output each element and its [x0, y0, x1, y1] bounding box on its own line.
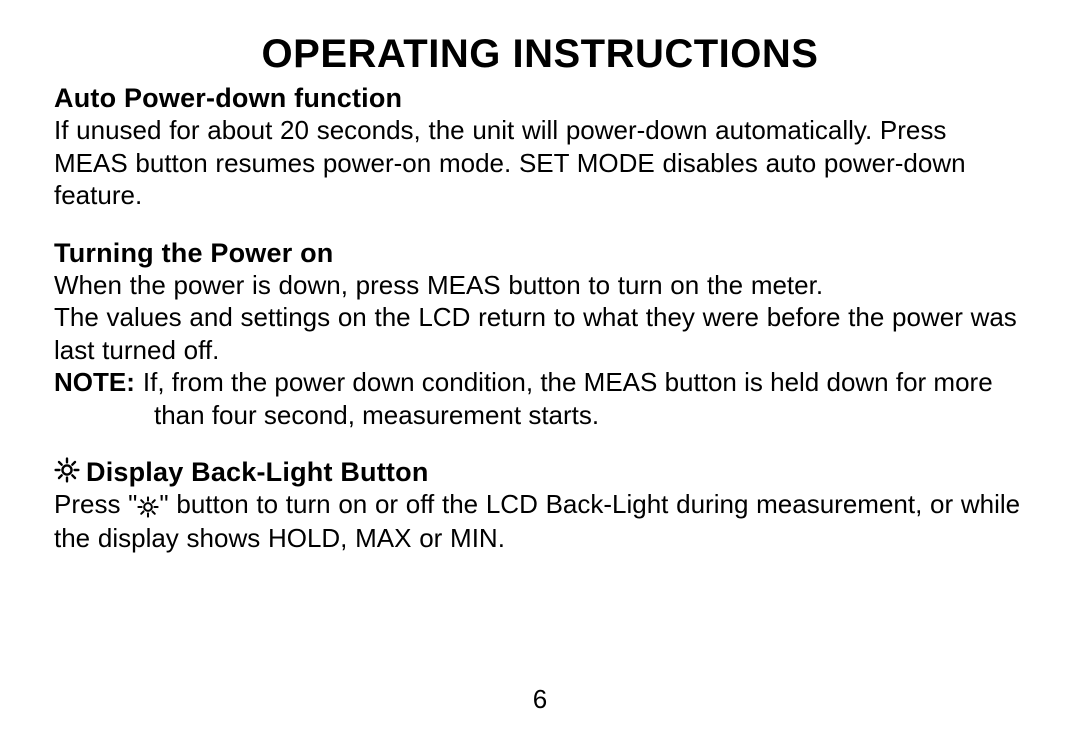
section-body-backlight: Press " " button to turn on or off the L…: [54, 488, 1026, 555]
note-label: NOTE:: [54, 366, 143, 399]
section-body-auto-power-down: If unused for about 20 seconds, the unit…: [54, 114, 1026, 212]
section-heading-backlight-row: Display Back-Light Button: [54, 457, 1026, 488]
section-heading-turning-power-on: Turning the Power on: [54, 238, 1026, 269]
sun-icon: [137, 493, 159, 526]
note-row: NOTE: If, from the power down condition,…: [54, 366, 1026, 399]
manual-page: OPERATING INSTRUCTIONS Auto Power-down f…: [0, 0, 1080, 737]
page-title: OPERATING INSTRUCTIONS: [54, 32, 1026, 77]
section-heading-auto-power-down: Auto Power-down function: [54, 83, 1026, 114]
backlight-body-post: " button to turn on or off the LCD Back-…: [54, 489, 1020, 553]
section-body-turning-power-on-2: The values and settings on the LCD retur…: [54, 301, 1026, 366]
backlight-body-pre: Press ": [54, 489, 137, 519]
page-number: 6: [0, 684, 1080, 715]
sun-icon: [54, 457, 80, 488]
section-heading-backlight: Display Back-Light Button: [86, 457, 429, 488]
section-body-turning-power-on-1: When the power is down, press MEAS butto…: [54, 269, 1026, 302]
note-text-line1: If, from the power down condition, the M…: [143, 366, 1026, 399]
note-text-line2: than four second, measurement starts.: [54, 399, 1026, 432]
